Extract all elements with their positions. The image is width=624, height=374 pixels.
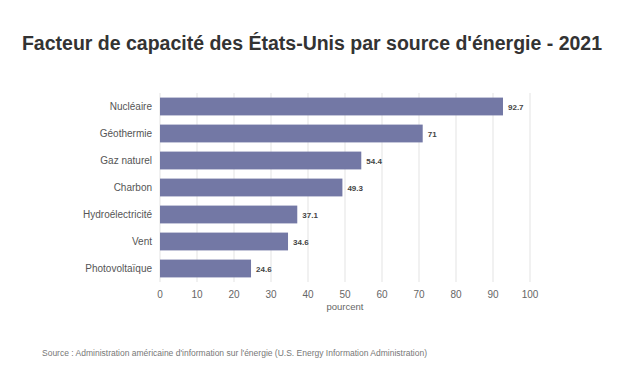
bar (160, 98, 503, 116)
category-label: Hydroélectricité (83, 209, 152, 220)
axis-label: pourcent (327, 301, 364, 312)
category-label: Nucléaire (110, 101, 153, 112)
category-label: Gaz naturel (100, 155, 152, 166)
tick-label: 30 (265, 289, 277, 300)
data-label: 71 (428, 130, 437, 139)
tick-label: 100 (522, 289, 539, 300)
bar (160, 125, 423, 143)
tick-label: 80 (450, 289, 462, 300)
bar (160, 179, 342, 197)
labels: Nucléaire 92.7 Géothermie 71 Gaz naturel 54.4… (83, 101, 524, 274)
grid (160, 93, 530, 282)
data-label: 24.6 (256, 265, 272, 274)
page: {"chart_data": {"type": "bar", "orientat… (0, 0, 624, 374)
category-label: Charbon (114, 182, 152, 193)
tick-label: 10 (191, 289, 203, 300)
data-label: 92.7 (508, 103, 524, 112)
grid-line (382, 93, 383, 282)
grid-line (493, 93, 494, 282)
data-label: 34.6 (293, 238, 309, 247)
title: Facteur de capacité des États-Unis par s… (22, 32, 602, 54)
chart-container: Facteur de capacité des États-Unis par s… (0, 0, 624, 374)
tick-label: 70 (413, 289, 425, 300)
data-label: 54.4 (366, 157, 382, 166)
bar (160, 233, 288, 251)
source: Source : Administration américaine d'inf… (42, 348, 427, 358)
tick-label: 20 (228, 289, 240, 300)
grid-line (419, 93, 420, 282)
tick-label: 50 (339, 289, 351, 300)
category-label: Géothermie (100, 128, 153, 139)
tick-label: 40 (302, 289, 314, 300)
bar (160, 206, 297, 224)
tick-label: 60 (376, 289, 388, 300)
data-label: 37.1 (302, 211, 318, 220)
bars (160, 98, 503, 278)
category-label: Photovoltaïque (85, 263, 152, 274)
tick-label: 90 (487, 289, 499, 300)
grid-line (345, 93, 346, 282)
tick-label: 0 (157, 289, 163, 300)
grid-line (530, 93, 531, 282)
chart-svg: Facteur de capacité des États-Unis par s… (0, 0, 624, 374)
bar (160, 260, 251, 278)
grid-line (456, 93, 457, 282)
bar (160, 152, 361, 170)
category-label: Vent (132, 236, 152, 247)
data-label: 49.3 (347, 184, 363, 193)
